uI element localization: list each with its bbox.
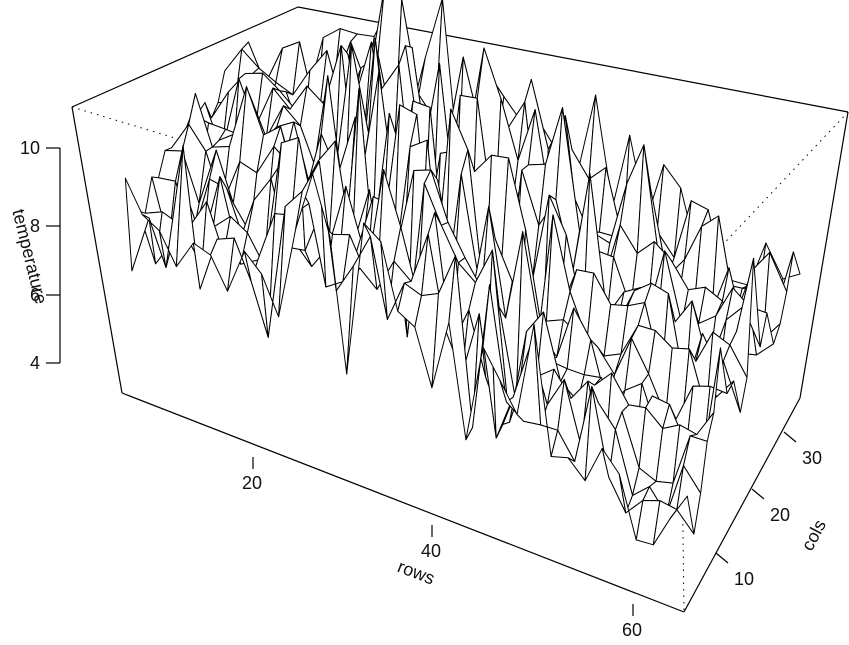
z-tick-label: 8 bbox=[30, 216, 40, 236]
x-tick-label: 60 bbox=[622, 620, 642, 640]
box-edge bbox=[121, 392, 685, 613]
z-axis-label: temperature bbox=[8, 207, 51, 306]
y-axis: 10 20 30 bbox=[715, 431, 822, 589]
box-edge bbox=[71, 106, 123, 394]
y-tick bbox=[715, 552, 729, 564]
surface-facet bbox=[669, 495, 695, 535]
y-tick-label: 30 bbox=[802, 448, 822, 468]
box-edge bbox=[71, 6, 299, 108]
x-axis-label: rows bbox=[395, 556, 438, 588]
box-edge bbox=[683, 397, 801, 613]
x-axis-line bbox=[253, 457, 633, 604]
x-tick-label: 20 bbox=[242, 473, 262, 493]
z-tick-label: 6 bbox=[30, 285, 40, 305]
y-tick-label: 10 bbox=[734, 569, 754, 589]
surface-mesh bbox=[124, 0, 801, 546]
y-axis-label: cols bbox=[797, 516, 830, 554]
y-tick bbox=[783, 431, 797, 443]
y-tick-label: 20 bbox=[770, 505, 790, 525]
z-tick-label: 4 bbox=[30, 353, 40, 373]
z-tick-label: 10 bbox=[20, 138, 40, 158]
box-edge bbox=[799, 111, 849, 399]
x-axis: 20 40 60 bbox=[242, 457, 642, 640]
z-axis: 4 6 8 10 bbox=[20, 138, 61, 373]
x-tick-label: 40 bbox=[421, 541, 441, 561]
surface-facet bbox=[124, 177, 150, 272]
y-tick bbox=[751, 488, 765, 500]
